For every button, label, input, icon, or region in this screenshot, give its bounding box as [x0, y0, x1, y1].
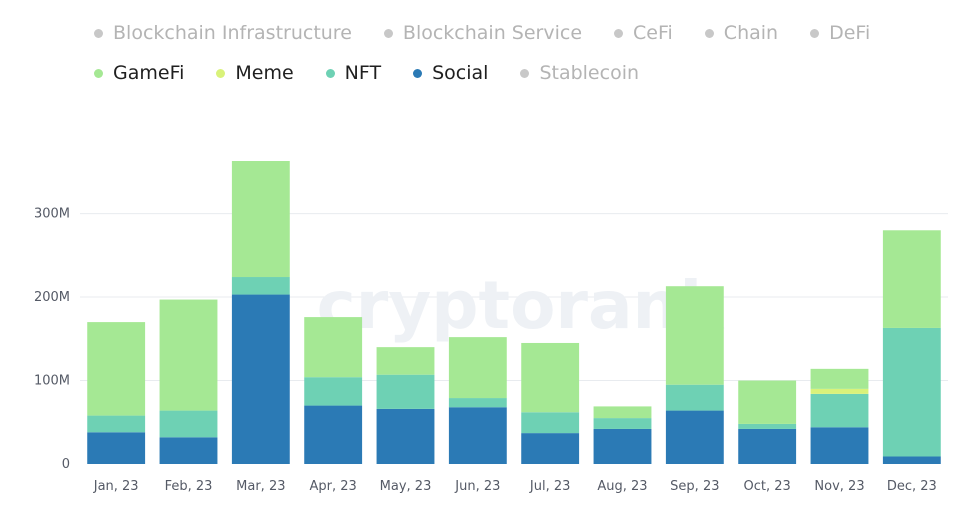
bar-segment-nft[interactable]	[738, 423, 797, 429]
chart-legend: Blockchain Infrastructure Blockchain Ser…	[94, 18, 954, 98]
legend-dot-icon	[94, 68, 103, 78]
legend-dot-icon	[520, 68, 530, 78]
x-tick-label: Feb, 23	[165, 479, 213, 494]
bar-segment-social[interactable]	[304, 405, 363, 464]
bar-segment-social[interactable]	[159, 437, 218, 464]
bar-segment-nft[interactable]	[521, 412, 580, 434]
bar-segment-social[interactable]	[521, 433, 580, 464]
bar-segment-gamefi[interactable]	[159, 299, 218, 411]
legend-label: Stablecoin	[539, 62, 640, 84]
legend-item-blockchain-service[interactable]: Blockchain Service	[383, 22, 583, 44]
x-tick-label: Sep, 23	[670, 479, 719, 494]
bars-layer	[87, 161, 941, 464]
bar-segment-nft[interactable]	[882, 327, 941, 457]
x-tick-label: Jun, 23	[454, 479, 500, 494]
legend-item-gamefi[interactable]: GameFi	[94, 62, 184, 84]
labels-layer: 0 100M 200M 300M Jan, 23 Feb, 23 Mar, 23 Apr, 2…	[34, 207, 937, 494]
bar-segment-nft[interactable]	[159, 410, 218, 438]
legend-item-nft[interactable]: NFT	[325, 62, 382, 84]
bar-segment-social[interactable]	[231, 294, 290, 464]
x-tick-label: Aug, 23	[597, 479, 647, 494]
x-tick-label: Apr, 23	[310, 479, 357, 494]
y-tick-label: 200M	[34, 290, 70, 305]
bar-segment-social[interactable]	[738, 428, 797, 464]
legend-label: DeFi	[829, 22, 871, 44]
bar-segment-nft[interactable]	[810, 393, 869, 428]
legend-item-defi[interactable]: DeFi	[810, 22, 870, 44]
bar-segment-social[interactable]	[376, 408, 435, 464]
bar-segment-nft[interactable]	[376, 374, 435, 409]
legend-item-cefi[interactable]: CeFi	[614, 22, 673, 44]
bar-segment-gamefi[interactable]	[882, 230, 941, 328]
x-tick-label: Dec, 23	[887, 479, 937, 494]
y-tick-label: 0	[62, 457, 70, 472]
bar-segment-gamefi[interactable]	[738, 380, 797, 424]
legend-dot-icon	[216, 68, 226, 78]
legend-dot-icon	[810, 28, 820, 38]
x-tick-label: Oct, 23	[744, 479, 791, 494]
legend-row-1: Blockchain Infrastructure Blockchain Ser…	[94, 18, 954, 48]
legend-label: Blockchain Service	[402, 22, 583, 44]
legend-dot-icon	[94, 28, 103, 38]
watermark-text: cryptorank	[317, 267, 726, 344]
bar-segment-nft[interactable]	[665, 384, 724, 411]
legend-label: Chain	[723, 22, 779, 44]
legend-dot-icon	[413, 68, 423, 78]
bar-segment-meme[interactable]	[810, 388, 869, 394]
bar-segment-nft[interactable]	[593, 418, 652, 429]
y-tick-label: 100M	[34, 374, 70, 389]
legend-dot-icon	[325, 68, 335, 78]
bar-segment-nft[interactable]	[448, 398, 507, 408]
y-tick-label: 300M	[34, 207, 70, 222]
bar-segment-social[interactable]	[448, 407, 507, 464]
x-tick-label: Jan, 23	[93, 479, 139, 494]
legend-label: GameFi	[113, 62, 185, 84]
legend-dot-icon	[383, 28, 393, 38]
legend-row-2: GameFi Meme NFT Social Stablecoin	[94, 58, 954, 88]
legend-item-meme[interactable]: Meme	[216, 62, 294, 84]
bar-segment-nft[interactable]	[87, 415, 146, 433]
legend-item-blockchain-infrastructure[interactable]: Blockchain Infrastructure	[94, 22, 352, 44]
bar-segment-gamefi[interactable]	[87, 322, 146, 416]
bar-segment-social[interactable]	[593, 428, 652, 464]
legend-item-social[interactable]: Social	[413, 62, 488, 84]
legend-dot-icon	[614, 28, 624, 38]
bar-segment-social[interactable]	[810, 427, 869, 464]
bar-segment-nft[interactable]	[304, 377, 363, 406]
x-tick-label: May, 23	[380, 479, 432, 494]
legend-dot-icon	[704, 28, 714, 38]
bar-segment-nft[interactable]	[231, 277, 290, 295]
legend-label: Meme	[235, 62, 294, 84]
bar-segment-gamefi[interactable]	[665, 286, 724, 385]
bar-segment-social[interactable]	[882, 456, 941, 464]
bar-segment-gamefi[interactable]	[521, 342, 580, 413]
bar-segment-social[interactable]	[665, 410, 724, 464]
legend-label: NFT	[344, 62, 382, 84]
x-tick-label: Mar, 23	[236, 479, 285, 494]
bar-segment-gamefi[interactable]	[231, 161, 290, 278]
x-tick-label: Jul, 23	[529, 479, 571, 494]
x-tick-label: Nov, 23	[814, 479, 864, 494]
bar-segment-gamefi[interactable]	[304, 317, 363, 378]
legend-item-chain[interactable]: Chain	[704, 22, 779, 44]
legend-item-stablecoin[interactable]: Stablecoin	[520, 62, 639, 84]
bar-segment-gamefi[interactable]	[593, 406, 652, 419]
bar-segment-gamefi[interactable]	[448, 337, 507, 399]
legend-label: Blockchain Infrastructure	[113, 22, 352, 44]
legend-label: Social	[432, 62, 489, 84]
bar-segment-social[interactable]	[87, 432, 146, 464]
grid-layer	[80, 213, 948, 382]
bar-segment-gamefi[interactable]	[376, 347, 435, 375]
bar-segment-gamefi[interactable]	[810, 368, 869, 389]
legend-label: CeFi	[633, 22, 673, 44]
